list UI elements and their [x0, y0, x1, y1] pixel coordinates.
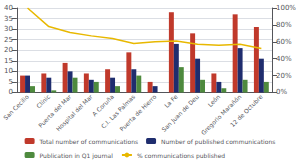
svg-text:San Cecilio: San Cecilio — [2, 93, 30, 121]
svg-text:San Juan de Deu: San Juan de Deu — [160, 93, 201, 134]
svg-text:20: 20 — [4, 46, 13, 54]
svg-text:5: 5 — [8, 78, 12, 86]
svg-text:A Coruña: A Coruña — [90, 93, 115, 118]
svg-text:0: 0 — [8, 88, 12, 96]
svg-text:40: 40 — [4, 4, 13, 12]
svg-text:Number of published communicat: Number of published communications — [161, 138, 275, 146]
svg-text:10: 10 — [4, 67, 13, 75]
svg-text:60%: 60% — [276, 38, 292, 46]
svg-text:25: 25 — [4, 36, 13, 44]
svg-text:La Fe: La Fe — [163, 93, 179, 109]
svg-text:Clínic: Clínic — [35, 93, 51, 109]
svg-text:12 de Octubre: 12 de Octubre — [229, 93, 264, 128]
svg-text:Hospital del Mar: Hospital del Mar — [54, 93, 94, 133]
svg-text:0%: 0% — [276, 88, 287, 96]
svg-text:Total number of communications: Total number of communications — [39, 138, 138, 145]
svg-text:Puerta de Hierro: Puerta de Hierro — [118, 93, 158, 133]
svg-text:20%: 20% — [276, 72, 292, 80]
svg-text:40%: 40% — [276, 55, 292, 63]
svg-text:León: León — [206, 93, 221, 108]
svg-text:Gregorio Marañón: Gregorio Marañón — [199, 93, 243, 137]
svg-text:Publication in Q1 journal: Publication in Q1 journal — [40, 152, 114, 160]
svg-text:Puerta del Mar: Puerta del Mar — [36, 93, 73, 129]
svg-text:% communications published: % communications published — [137, 152, 225, 160]
svg-text:C.I. Las Palmas: C.I. Las Palmas — [99, 93, 137, 130]
svg-text:35: 35 — [4, 15, 13, 23]
svg-text:30: 30 — [4, 25, 13, 33]
svg-text:100%: 100% — [276, 4, 296, 12]
svg-text:80%: 80% — [276, 21, 292, 29]
svg-text:15: 15 — [4, 57, 13, 65]
